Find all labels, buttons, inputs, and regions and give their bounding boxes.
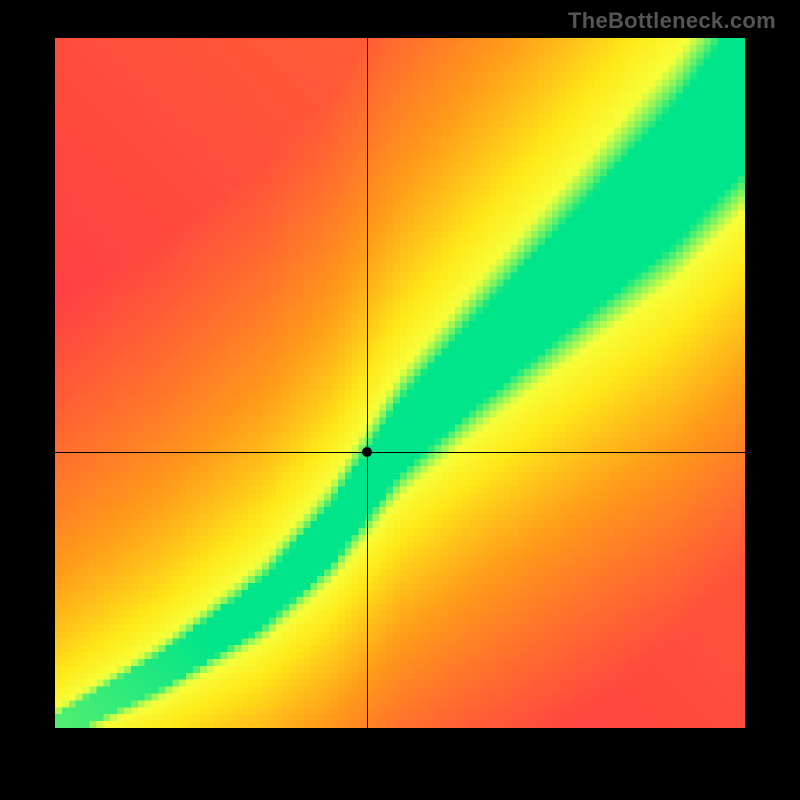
plot-area (55, 38, 745, 728)
marker-point (362, 447, 372, 457)
crosshair-vertical (367, 38, 368, 728)
crosshair-horizontal (55, 452, 745, 453)
heatmap-canvas (55, 38, 745, 728)
chart-container: TheBottleneck.com (0, 0, 800, 800)
watermark-text: TheBottleneck.com (568, 8, 776, 34)
